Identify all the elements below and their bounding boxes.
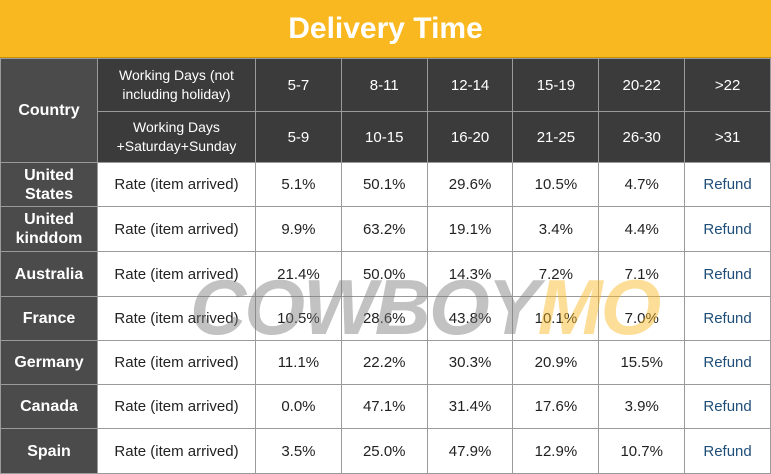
- rate: 0.0%: [255, 384, 342, 429]
- rate: 50.1%: [340, 162, 428, 207]
- metric: Rate (item arrived): [97, 296, 256, 341]
- header-row: Country Working Days (not including holid…: [0, 58, 771, 163]
- refund: Refund: [684, 384, 771, 429]
- rate: 22.2%: [340, 340, 428, 385]
- day-range: 26-30: [598, 111, 686, 163]
- rate: 47.9%: [426, 428, 514, 474]
- rate: 3.4%: [512, 206, 600, 252]
- country: Australia: [0, 251, 98, 297]
- day-range: 21-25: [512, 111, 600, 163]
- rate: 3.9%: [598, 384, 686, 429]
- rate: 3.5%: [255, 428, 342, 474]
- day-range: 12-14: [426, 58, 514, 112]
- metric: Rate (item arrived): [97, 251, 256, 297]
- day-range: 8-11: [340, 58, 428, 112]
- day-range: 16-20: [426, 111, 514, 163]
- refund: Refund: [684, 206, 771, 252]
- tier-label: Working Days (not including holiday): [97, 58, 256, 112]
- day-range: 15-19: [512, 58, 600, 112]
- data-row: Spain Rate (item arrived) 3.5% 25.0% 47.9% 12…: [0, 428, 771, 474]
- country: Spain: [0, 428, 98, 474]
- rate: 4.4%: [598, 206, 686, 252]
- rate: 20.9%: [512, 340, 600, 385]
- day-range: 20-22: [598, 58, 686, 112]
- metric: Rate (item arrived): [97, 162, 256, 207]
- rate: 50.0%: [340, 251, 428, 297]
- rate: 30.3%: [426, 340, 514, 385]
- rate: 19.1%: [426, 206, 514, 252]
- tier-label: Working Days +Saturday+Sunday: [97, 111, 256, 163]
- data-row: United kinddom Rate (item arrived) 9.9% 63.…: [0, 206, 771, 252]
- rate: 47.1%: [340, 384, 428, 429]
- country: United kinddom: [0, 206, 98, 252]
- data-row: Canada Rate (item arrived) 0.0% 47.1% 31.4% 1…: [0, 384, 771, 429]
- country: Germany: [0, 340, 98, 385]
- rate: 9.9%: [255, 206, 342, 252]
- rate: 15.5%: [598, 340, 686, 385]
- title-bar: Delivery Time: [0, 0, 771, 58]
- country: Canada: [0, 384, 98, 429]
- header-row: Working Days +Saturday+Sunday 5-9 10-15 16-…: [1, 111, 771, 163]
- rate: 7.1%: [598, 251, 686, 297]
- rate: 43.8%: [426, 296, 514, 341]
- rate: 10.5%: [512, 162, 600, 207]
- metric: Rate (item arrived): [97, 384, 256, 429]
- data-row: Germany Rate (item arrived) 11.1% 22.2% 30.3…: [0, 340, 771, 385]
- rate: 17.6%: [512, 384, 600, 429]
- day-range: 5-9: [255, 111, 342, 163]
- refund: Refund: [684, 162, 771, 207]
- day-range: 10-15: [340, 111, 428, 163]
- rate: 21.4%: [255, 251, 342, 297]
- rate: 63.2%: [340, 206, 428, 252]
- data-row: Australia Rate (item arrived) 21.4% 50.0% 14…: [0, 251, 771, 297]
- country: United States: [0, 162, 98, 207]
- refund: Refund: [684, 428, 771, 474]
- rate: 10.7%: [598, 428, 686, 474]
- title: Delivery Time: [288, 11, 483, 45]
- refund: Refund: [684, 340, 771, 385]
- day-range: >31: [684, 111, 771, 163]
- day-range: 5-7: [255, 58, 342, 112]
- rate: 5.1%: [255, 162, 342, 207]
- rate: 28.6%: [340, 296, 428, 341]
- rate: 14.3%: [426, 251, 514, 297]
- country-header: Country: [0, 58, 98, 163]
- rate: 29.6%: [426, 162, 514, 207]
- rate: 11.1%: [255, 340, 342, 385]
- rate: 31.4%: [426, 384, 514, 429]
- country: France: [0, 296, 98, 341]
- refund: Refund: [684, 251, 771, 297]
- rate: 10.1%: [512, 296, 600, 341]
- data-row: United States Rate (item arrived) 5.1% 50.1…: [0, 162, 771, 207]
- rate: 10.5%: [255, 296, 342, 341]
- rate: 7.2%: [512, 251, 600, 297]
- data-row: France Rate (item arrived) 10.5% 28.6% 43.8%…: [0, 296, 771, 341]
- day-range: >22: [684, 58, 771, 112]
- rate: 12.9%: [512, 428, 600, 474]
- rate: 25.0%: [340, 428, 428, 474]
- metric: Rate (item arrived): [97, 428, 256, 474]
- refund: Refund: [684, 296, 771, 341]
- rate: 7.0%: [598, 296, 686, 341]
- rate: 4.7%: [598, 162, 686, 207]
- metric: Rate (item arrived): [97, 340, 256, 385]
- metric: Rate (item arrived): [97, 206, 256, 252]
- delivery-table: Country Working Days (not including holid…: [0, 58, 771, 474]
